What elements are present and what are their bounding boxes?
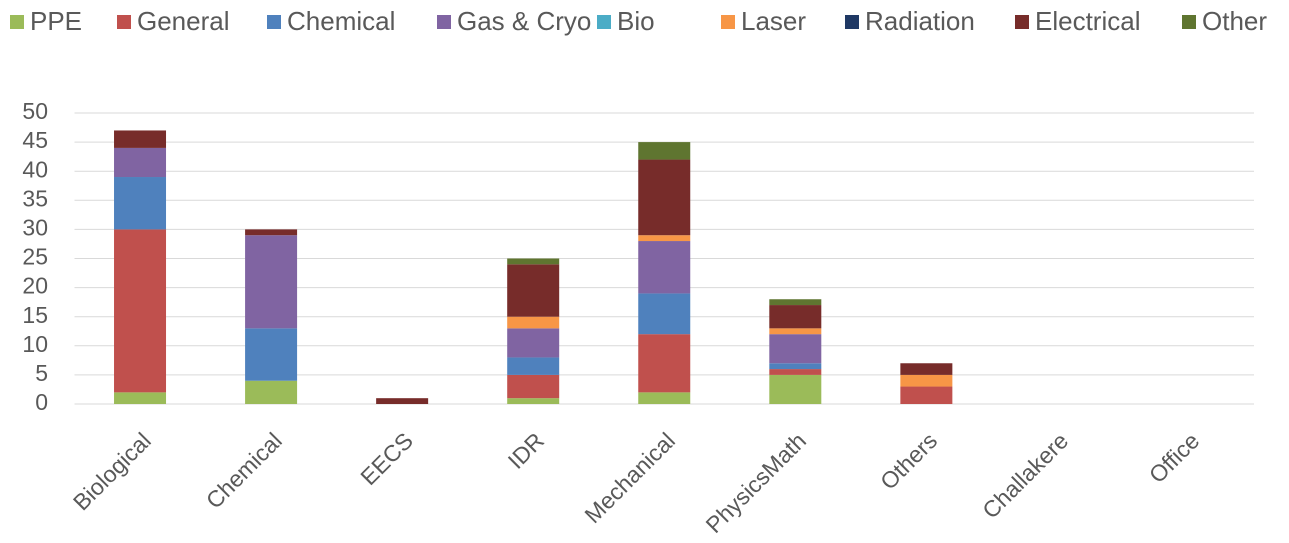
bar-segment (507, 398, 560, 404)
y-tick-label: 0 (35, 389, 48, 415)
bar-segment (769, 305, 822, 329)
y-tick-label: 25 (22, 244, 48, 270)
bar-segment (900, 374, 953, 387)
x-tick-label: EECS (355, 427, 418, 490)
bar-segment (245, 328, 298, 381)
bar-segment (245, 380, 298, 404)
legend-swatch (1182, 15, 1196, 29)
y-tick-label: 30 (22, 214, 48, 240)
bar-segment (507, 258, 560, 265)
legend-label: Bio (617, 6, 655, 36)
bar-segment (114, 147, 167, 178)
bar-segment (507, 328, 560, 358)
bar-segment (114, 130, 167, 148)
bar-segment (900, 363, 953, 375)
bar-segment (507, 357, 560, 375)
x-tick-label: Office (1144, 427, 1205, 488)
x-tick-label: PhysicsMath (701, 427, 812, 538)
y-tick-label: 45 (22, 127, 48, 153)
y-tick-label: 10 (22, 331, 48, 357)
bar-segment (114, 177, 167, 230)
legend-label: Radiation (865, 6, 975, 36)
legend-swatch (845, 15, 859, 29)
legend-swatch (597, 15, 611, 29)
legend-label: Electrical (1035, 6, 1140, 36)
y-tick-label: 5 (35, 360, 48, 386)
bar-segment (638, 293, 691, 335)
bar-segment (769, 363, 822, 370)
legend-swatch (721, 15, 735, 29)
bar-segment (769, 334, 822, 364)
legend-label: PPE (30, 6, 82, 36)
x-tick-label: Challakere (977, 427, 1073, 523)
bar-segment (245, 229, 298, 236)
bar-segment (769, 369, 822, 375)
x-tick-label: Others (875, 427, 942, 494)
bar-segment (507, 264, 560, 317)
legend-swatch (267, 15, 281, 29)
bar-segment (638, 392, 691, 404)
bar-segment (507, 374, 560, 399)
bar-segment (638, 235, 691, 242)
x-tick-label: Chemical (201, 427, 287, 513)
legend-swatch (437, 15, 451, 29)
bar-segment (376, 398, 429, 404)
bar-segment (638, 241, 691, 294)
y-tick-label: 35 (22, 185, 48, 211)
bar-segment (114, 229, 167, 393)
bar-segment (769, 374, 822, 404)
legend-swatch (117, 15, 131, 29)
bar-segment (769, 299, 822, 306)
legend-label: Chemical (287, 6, 395, 36)
bar-segment (114, 392, 167, 404)
legend-swatch (10, 15, 24, 29)
legend-swatch (1015, 15, 1029, 29)
x-tick-label: Mechanical (579, 427, 680, 528)
y-tick-label: 40 (22, 156, 48, 182)
y-tick-label: 50 (22, 98, 48, 124)
bar-segment (507, 316, 560, 329)
y-tick-label: 20 (22, 273, 48, 299)
legend-label: General (137, 6, 230, 36)
bar-segment (638, 142, 691, 160)
legend-label: Gas & Cryo (457, 6, 591, 36)
bar-segment (769, 328, 822, 335)
bar-segment (638, 334, 691, 393)
x-tick-label: Biological (68, 427, 156, 515)
bar-segment (245, 235, 298, 329)
x-tick-label: IDR (503, 427, 549, 473)
legend-label: Other (1202, 6, 1267, 36)
bar-segment (900, 386, 953, 404)
bar-segment (638, 159, 691, 236)
y-tick-label: 15 (22, 302, 48, 328)
legend-label: Laser (741, 6, 806, 36)
